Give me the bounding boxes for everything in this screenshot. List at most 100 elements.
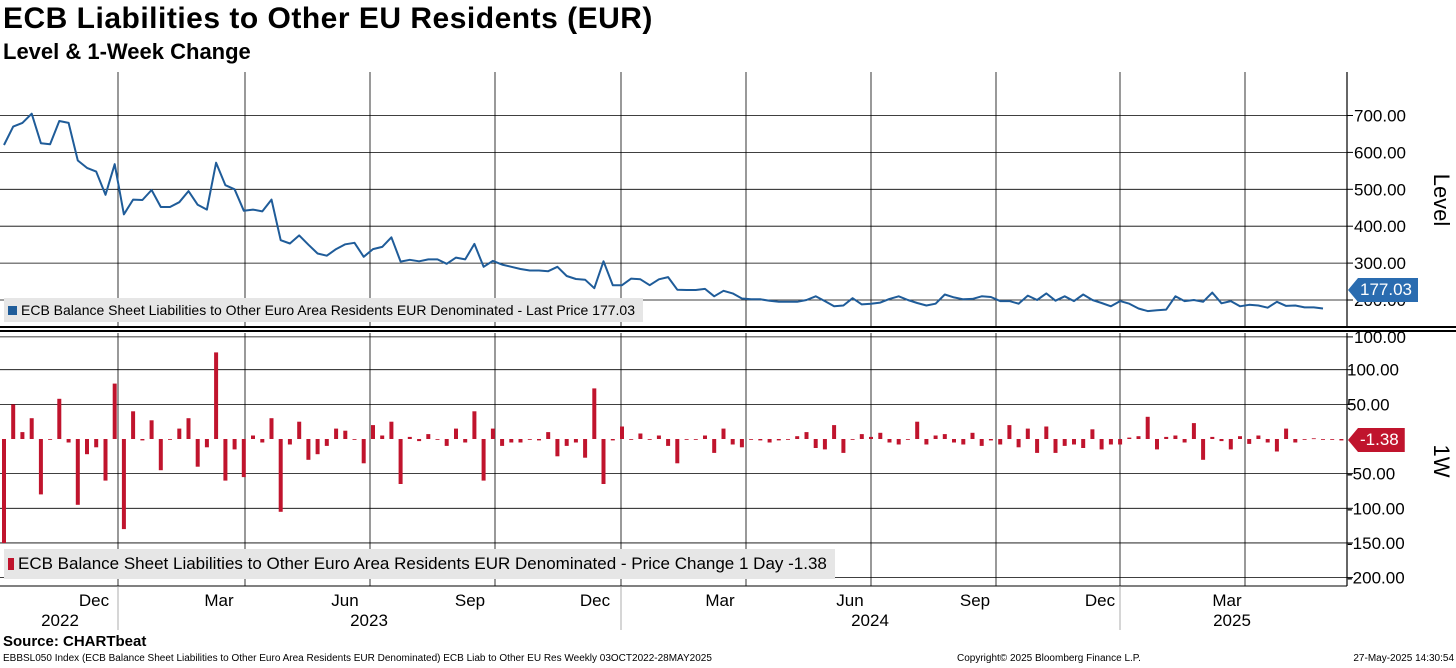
change-bar-64 — [592, 388, 597, 439]
change-bar-137 — [1265, 439, 1270, 443]
change-bar-37 — [343, 430, 348, 439]
change-bar-13 — [121, 439, 126, 530]
change-bar-139 — [1284, 428, 1289, 439]
change-bar-105 — [970, 432, 975, 439]
change-bar-0 — [2, 439, 6, 543]
change-bar-128 — [1182, 439, 1187, 443]
change-bar-31 — [287, 439, 292, 445]
level-legend-text: ECB Balance Sheet Liabilities to Other E… — [21, 302, 635, 318]
change-y-tick-label-3: -50.00 — [1347, 465, 1395, 484]
change-bar-114 — [1053, 439, 1058, 453]
change-bar-78 — [721, 428, 726, 439]
change-bar-110 — [1016, 439, 1021, 448]
change-bar-90 — [832, 425, 837, 439]
change-bar-107 — [988, 439, 993, 441]
change-bar-112 — [1035, 439, 1040, 453]
change-bar-1 — [11, 404, 16, 439]
change-bar-2 — [20, 432, 25, 439]
change-bar-29 — [269, 418, 274, 439]
change-bar-133 — [1228, 439, 1233, 450]
change-bar-53 — [490, 428, 495, 439]
x-month-label-8: Dec — [1085, 591, 1116, 610]
x-month-label-3: Sep — [455, 591, 485, 610]
change-bar-14 — [131, 411, 136, 439]
change-bar-5 — [48, 439, 53, 440]
x-month-label-6: Jun — [836, 591, 863, 610]
change-bar-24 — [223, 439, 228, 481]
change-bar-91 — [841, 439, 846, 453]
change-bar-100 — [924, 439, 929, 445]
level-y-tick-label-5: 600.00 — [1354, 143, 1406, 162]
x-month-label-1: Mar — [204, 591, 234, 610]
change-bar-84 — [776, 439, 781, 441]
change-bar-121 — [1118, 439, 1123, 445]
change-bar-33 — [306, 439, 311, 460]
change-bar-126 — [1164, 436, 1169, 439]
change-bar-8 — [75, 439, 80, 505]
change-bar-145 — [1339, 439, 1344, 441]
change-bar-67 — [620, 426, 624, 439]
change-bar-86 — [795, 436, 800, 439]
footer-timestamp: 27-May-2025 14:30:54 — [1353, 653, 1454, 664]
source-label: Source: CHARTbeat — [3, 633, 147, 650]
change-bar-143 — [1321, 439, 1325, 440]
x-year-label-3: 2025 — [1213, 611, 1251, 630]
change-bar-102 — [942, 434, 947, 439]
level-y-tick-label-2: 300.00 — [1354, 254, 1406, 273]
change-bar-106 — [979, 439, 984, 446]
change-y-tick-label-2: -100.00 — [1347, 499, 1405, 518]
change-bar-131 — [1210, 436, 1215, 439]
change-bar-63 — [583, 439, 588, 458]
change-bar-30 — [278, 439, 283, 512]
change-bar-25 — [232, 439, 237, 450]
change-bar-10 — [94, 439, 99, 448]
change-bar-27 — [251, 435, 255, 439]
x-year-label-1: 2023 — [350, 611, 388, 630]
change-bar-80 — [739, 439, 744, 448]
change-bar-87 — [804, 432, 809, 439]
change-bar-124 — [1145, 416, 1150, 439]
footer-copyright: Copyright© 2025 Bloomberg Finance L.P. — [957, 653, 1141, 664]
change-bar-47 — [435, 439, 440, 440]
change-bar-97 — [896, 439, 901, 445]
change-bar-55 — [509, 439, 514, 443]
x-month-label-5: Mar — [705, 591, 735, 610]
change-bar-11 — [103, 439, 108, 481]
chart-title: ECB Liabilities to Other EU Residents (E… — [3, 2, 653, 35]
change-bar-65 — [601, 439, 606, 484]
change-bar-9 — [85, 439, 89, 455]
change-legend-swatch — [8, 558, 14, 570]
change-bar-127 — [1173, 435, 1178, 439]
x-month-label-7: Sep — [960, 591, 990, 610]
change-bar-92 — [850, 439, 855, 440]
footer-index-description: EBBSL050 Index (ECB Balance Sheet Liabil… — [3, 653, 712, 664]
change-bar-75 — [693, 439, 698, 440]
change-bar-52 — [481, 439, 486, 481]
change-bar-79 — [730, 439, 735, 445]
x-month-label-0: Dec — [79, 591, 110, 610]
change-bar-89 — [822, 439, 827, 450]
last-price-tag: 177.03 — [1348, 278, 1418, 302]
change-bar-93 — [859, 434, 864, 439]
change-bar-28 — [260, 439, 265, 443]
change-legend-text: ECB Balance Sheet Liabilities to Other E… — [18, 554, 827, 573]
change-bar-44 — [407, 436, 412, 439]
change-bar-116 — [1072, 439, 1076, 445]
change-bar-49 — [454, 428, 458, 439]
change-bar-135 — [1247, 439, 1252, 444]
change-bar-142 — [1311, 438, 1316, 440]
change-bar-103 — [952, 439, 956, 443]
level-legend-swatch — [8, 305, 17, 315]
change-bar-45 — [417, 439, 422, 442]
change-bar-39 — [361, 439, 366, 464]
change-bar-117 — [1081, 439, 1086, 448]
change-bar-132 — [1219, 439, 1224, 442]
change-bar-59 — [546, 432, 551, 439]
change-bar-12 — [112, 383, 117, 439]
change-bar-123 — [1136, 436, 1141, 439]
change-bar-134 — [1238, 436, 1242, 439]
change-bar-6 — [57, 398, 62, 439]
change-bar-120 — [1108, 439, 1113, 445]
change-bar-32 — [297, 421, 302, 439]
change-bar-101 — [933, 435, 938, 439]
